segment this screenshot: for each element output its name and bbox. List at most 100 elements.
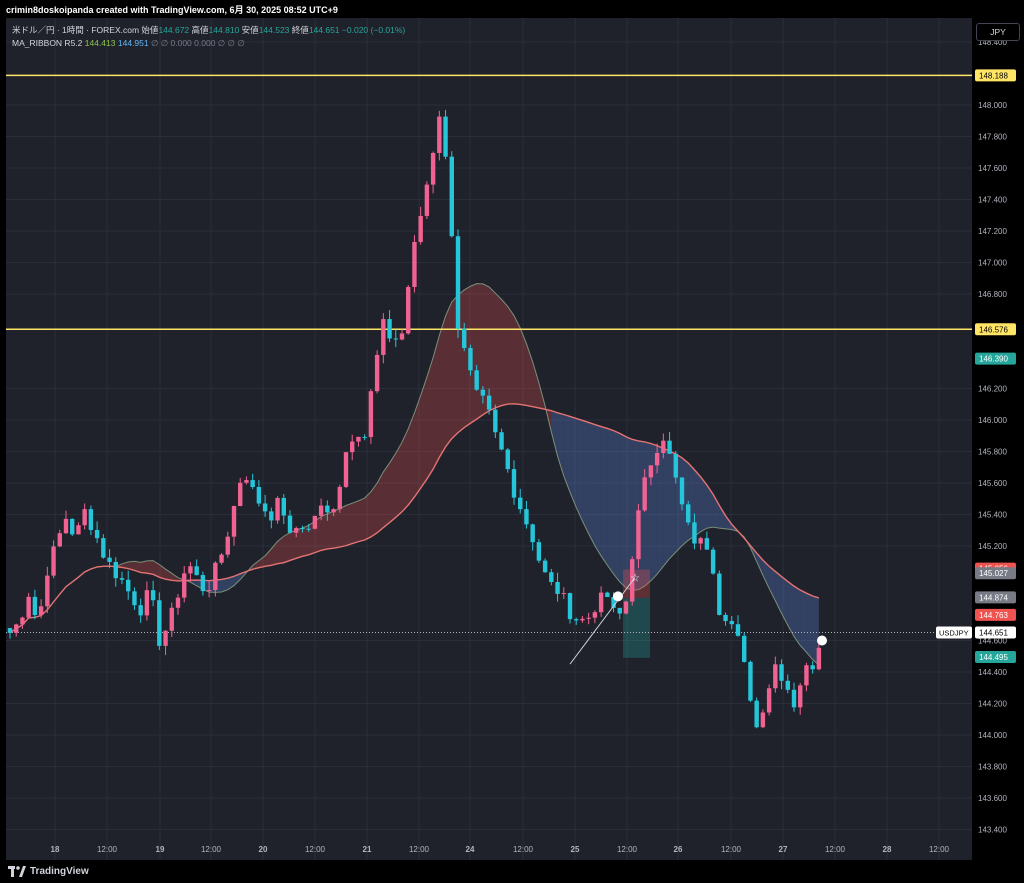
candle[interactable] (200, 575, 206, 592)
candle[interactable] (723, 614, 728, 622)
candle[interactable] (468, 347, 473, 371)
candle[interactable] (82, 509, 87, 526)
candle[interactable] (14, 624, 19, 633)
candle[interactable] (679, 477, 685, 505)
entry-marker-icon[interactable] (613, 591, 623, 602)
candle[interactable] (717, 573, 722, 615)
candle[interactable] (163, 630, 168, 646)
candle[interactable] (368, 391, 374, 437)
candle[interactable] (449, 156, 454, 237)
candle[interactable] (182, 573, 187, 598)
candle[interactable] (462, 328, 467, 348)
candle[interactable] (70, 518, 75, 535)
candle[interactable] (175, 597, 181, 608)
candle[interactable] (418, 215, 423, 242)
symbol-name[interactable]: 米ドル／円 · 1時間 · FOREX.com (12, 25, 140, 35)
candle[interactable] (530, 524, 535, 543)
candle[interactable] (648, 465, 654, 478)
candle[interactable] (337, 486, 342, 510)
candle[interactable] (343, 452, 349, 487)
candle[interactable] (374, 354, 380, 392)
candle[interactable] (424, 184, 430, 216)
candle[interactable] (779, 664, 784, 681)
candle[interactable] (250, 480, 255, 488)
candle[interactable] (698, 538, 703, 544)
candle[interactable] (350, 441, 355, 453)
candle[interactable] (430, 152, 436, 185)
candle[interactable] (748, 661, 753, 701)
candle[interactable] (331, 509, 336, 513)
candle[interactable] (561, 593, 566, 595)
candle[interactable] (45, 575, 50, 607)
candle[interactable] (38, 606, 44, 616)
candle[interactable] (126, 579, 131, 592)
candle[interactable] (169, 607, 174, 631)
candle[interactable] (549, 572, 554, 583)
candle[interactable] (94, 529, 100, 539)
star-icon[interactable]: ☆ (630, 572, 640, 585)
price-axis[interactable] (972, 18, 1024, 860)
candle[interactable] (605, 592, 610, 598)
candle[interactable] (238, 482, 243, 506)
candle[interactable] (219, 554, 224, 563)
candle[interactable] (412, 241, 417, 287)
candle[interactable] (816, 647, 822, 670)
candle[interactable] (63, 518, 69, 534)
currency-button[interactable]: JPY (976, 23, 1020, 41)
candle[interactable] (188, 566, 193, 574)
candle[interactable] (101, 538, 106, 558)
candle[interactable] (511, 469, 517, 498)
candle[interactable] (132, 591, 137, 606)
candle[interactable] (325, 505, 330, 513)
candle[interactable] (742, 635, 747, 662)
candle[interactable] (524, 509, 529, 525)
candle[interactable] (773, 664, 778, 689)
candle[interactable] (455, 236, 461, 329)
candle[interactable] (26, 596, 31, 618)
candle[interactable] (661, 440, 666, 453)
candle[interactable] (381, 319, 386, 355)
candle[interactable] (7, 628, 13, 633)
candle[interactable] (275, 497, 280, 521)
candle[interactable] (505, 449, 510, 470)
candle[interactable] (362, 436, 367, 438)
candle[interactable] (493, 409, 498, 433)
candle[interactable] (256, 487, 262, 504)
candle[interactable] (555, 582, 560, 594)
candle[interactable] (57, 533, 62, 547)
candle[interactable] (262, 503, 268, 512)
candle[interactable] (138, 605, 143, 616)
candle[interactable] (623, 601, 629, 614)
candle[interactable] (393, 338, 398, 340)
candle[interactable] (206, 590, 212, 592)
candle[interactable] (804, 665, 809, 686)
candle[interactable] (486, 395, 492, 410)
candle[interactable] (287, 515, 293, 533)
candle[interactable] (735, 624, 741, 636)
tradingview-logo[interactable]: TradingView (8, 866, 89, 877)
trend-line[interactable] (569, 577, 636, 665)
candle[interactable] (791, 689, 797, 708)
candle[interactable] (686, 504, 691, 523)
candle[interactable] (119, 578, 125, 580)
candle[interactable] (356, 436, 361, 442)
candle[interactable] (798, 685, 803, 708)
candle[interactable] (580, 618, 585, 621)
candle[interactable] (387, 319, 392, 339)
candle[interactable] (673, 453, 678, 478)
candle[interactable] (194, 566, 199, 576)
candle[interactable] (231, 505, 237, 537)
candle[interactable] (636, 510, 641, 560)
candle[interactable] (399, 333, 405, 340)
exit-marker-icon[interactable] (817, 635, 827, 646)
candle[interactable] (312, 515, 318, 529)
candle[interactable] (443, 116, 448, 157)
candle[interactable] (76, 525, 81, 535)
candle[interactable] (474, 370, 479, 390)
candle[interactable] (244, 480, 249, 483)
candle[interactable] (611, 597, 616, 608)
indicator-name[interactable]: MA_RIBBON R5.2 (12, 38, 83, 48)
candle[interactable] (592, 612, 598, 618)
candle[interactable] (785, 680, 790, 690)
